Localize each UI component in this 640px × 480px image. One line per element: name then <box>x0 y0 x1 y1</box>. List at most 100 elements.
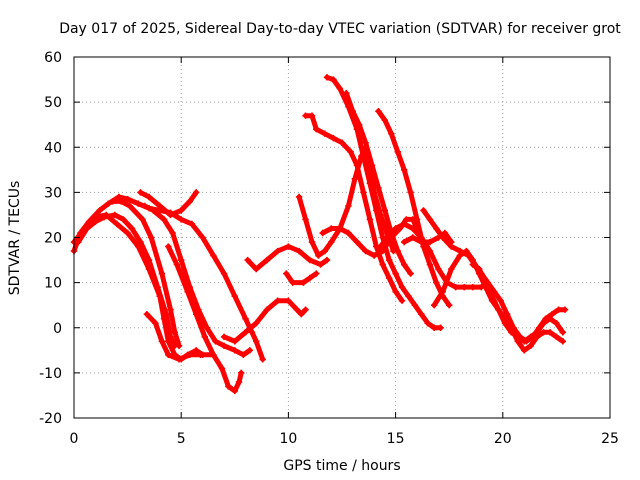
data-point <box>244 256 251 264</box>
data-point <box>137 189 144 196</box>
chart-title: Day 017 of 2025, Sidereal Day-to-day VTE… <box>59 21 621 37</box>
data-point <box>263 306 271 313</box>
x-tick-label: 10 <box>279 431 297 447</box>
data-point <box>514 333 522 340</box>
data-point <box>426 261 434 268</box>
data-point <box>212 338 219 345</box>
data-point <box>353 238 361 246</box>
data-point <box>448 238 455 246</box>
data-point <box>503 311 511 318</box>
data-point <box>546 315 554 322</box>
data-point <box>553 333 560 340</box>
data-point <box>173 261 181 268</box>
data-point <box>186 198 193 205</box>
data-point <box>439 288 446 295</box>
data-point <box>533 329 541 336</box>
data-point <box>435 265 442 273</box>
data-point <box>145 193 153 201</box>
data-point <box>366 180 374 187</box>
y-tick-label: 60 <box>44 50 62 66</box>
data-point <box>308 112 316 119</box>
axis-ticks: 0 5 10 15 20 25 -20 -10 0 10 20 30 40 50 60 <box>39 50 619 447</box>
y-tick-label: 30 <box>44 185 62 201</box>
data-point <box>96 207 103 214</box>
data-point <box>75 238 82 246</box>
y-tick-label: -10 <box>39 366 62 382</box>
data-point <box>253 338 260 345</box>
data-point <box>426 238 434 246</box>
data-point <box>285 243 292 250</box>
data-point <box>171 342 178 349</box>
data-point <box>540 320 547 327</box>
data-point <box>197 351 204 359</box>
data-point <box>351 175 359 183</box>
data-point <box>178 207 185 214</box>
data-point <box>424 320 431 327</box>
data-point <box>385 256 393 264</box>
data-point <box>555 306 562 313</box>
data-point <box>405 292 412 300</box>
data-point <box>488 292 496 300</box>
data-point <box>409 234 416 241</box>
y-tick-label: 10 <box>44 276 62 292</box>
data-point <box>463 247 470 255</box>
data-point <box>336 85 344 92</box>
data-point <box>274 247 281 255</box>
data-point <box>313 126 320 133</box>
data-point <box>521 338 528 345</box>
data-point <box>559 338 567 345</box>
data-point <box>377 243 384 250</box>
data-point <box>162 311 170 318</box>
data-point <box>347 148 354 155</box>
data-point <box>497 297 504 304</box>
data-point <box>407 270 414 277</box>
data-point <box>231 292 238 300</box>
data-point <box>385 274 393 282</box>
series-line-sat-m <box>303 113 405 304</box>
data-point <box>137 238 144 246</box>
data-point <box>461 283 468 291</box>
data-point <box>501 320 509 327</box>
data-point <box>379 261 386 268</box>
data-point <box>345 202 352 210</box>
data-point <box>435 234 442 241</box>
data-point <box>426 247 434 255</box>
data-point <box>126 202 133 210</box>
data-point <box>154 283 161 291</box>
y-axis-label: SDTVAR / TECUs <box>7 181 23 296</box>
data-point <box>343 89 350 97</box>
data-point <box>143 311 151 318</box>
data-point <box>210 351 217 359</box>
y-tick-label: -20 <box>39 411 62 427</box>
series-line-sat-p <box>375 108 452 308</box>
data-point <box>135 200 142 207</box>
data-point <box>315 252 322 259</box>
data-point <box>124 195 131 203</box>
data-point <box>521 347 528 354</box>
data-point <box>469 283 476 291</box>
x-tick-label: 25 <box>601 431 619 447</box>
series-line-sat-k <box>296 144 396 258</box>
data-point <box>328 238 335 246</box>
data-point <box>302 216 309 223</box>
data-point <box>293 306 301 313</box>
data-point <box>366 216 374 223</box>
data-point <box>171 329 178 336</box>
data-point <box>152 320 159 327</box>
data-point <box>193 311 200 318</box>
x-tick-label: 20 <box>494 431 512 447</box>
y-tick-label: 0 <box>53 321 62 337</box>
data-point <box>139 216 146 223</box>
data-point <box>109 198 116 205</box>
data-point <box>446 301 453 309</box>
data-point <box>117 198 125 205</box>
x-tick-label: 5 <box>177 431 186 447</box>
data-point <box>242 315 249 322</box>
data-point <box>147 234 155 241</box>
data-point <box>452 283 459 291</box>
data-point <box>345 229 352 237</box>
y-tick-label: 40 <box>44 140 62 156</box>
data-point <box>379 247 386 255</box>
data-point <box>373 207 380 214</box>
data-point <box>433 225 440 232</box>
